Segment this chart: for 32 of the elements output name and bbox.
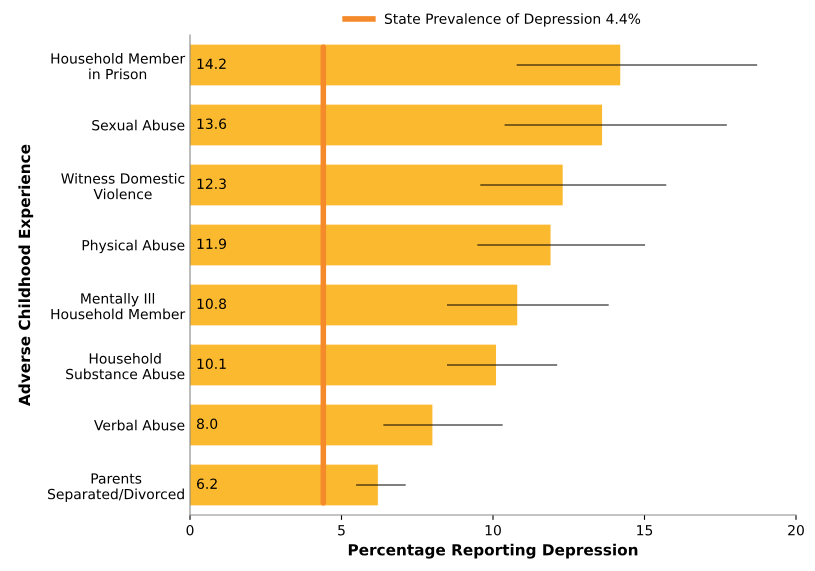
y-tick-label: Household Member in Prison xyxy=(51,53,186,80)
data-label: 10.1 xyxy=(198,358,226,370)
data-label: 12.3 xyxy=(198,178,226,190)
x-tick-label: 10 xyxy=(486,524,501,536)
data-label: 11.9 xyxy=(198,238,226,250)
bar xyxy=(190,404,432,446)
y-tick-label: Verbal Abuse xyxy=(94,420,184,430)
y-tick-label: Mentally Ill Household Member xyxy=(51,293,186,320)
data-label: 14.2 xyxy=(198,58,226,69)
x-axis-title: Percentage Reporting Depression xyxy=(348,544,638,559)
y-tick-label: Sexual Abuse xyxy=(92,120,184,130)
bar xyxy=(190,44,620,86)
data-label: 8.0 xyxy=(197,418,218,430)
bar xyxy=(190,164,563,206)
y-axis-title: Adverse Childhood Experience xyxy=(18,144,34,406)
data-label: 6.2 xyxy=(197,478,217,490)
x-tick-label: 5 xyxy=(338,525,345,536)
bar xyxy=(190,344,496,386)
y-tick-label: Witness Domestic Violence xyxy=(61,173,184,200)
x-tick-label: 15 xyxy=(637,525,652,536)
y-tick-label: Physical Abuse xyxy=(82,240,184,254)
bar xyxy=(190,104,602,146)
data-label: 13.6 xyxy=(198,118,226,130)
bar xyxy=(190,284,518,326)
y-tick-label: Household Substance Abuse xyxy=(66,353,184,380)
bar xyxy=(190,464,378,506)
x-tick-label: 20 xyxy=(788,524,804,536)
x-tick-label: 0 xyxy=(186,524,194,536)
data-label: 10.8 xyxy=(198,298,226,310)
bar xyxy=(190,224,551,266)
legend-label: State Prevalence of Depression 4.4% xyxy=(384,13,640,27)
y-tick-label: Parents Separated/Divorced xyxy=(48,473,184,502)
